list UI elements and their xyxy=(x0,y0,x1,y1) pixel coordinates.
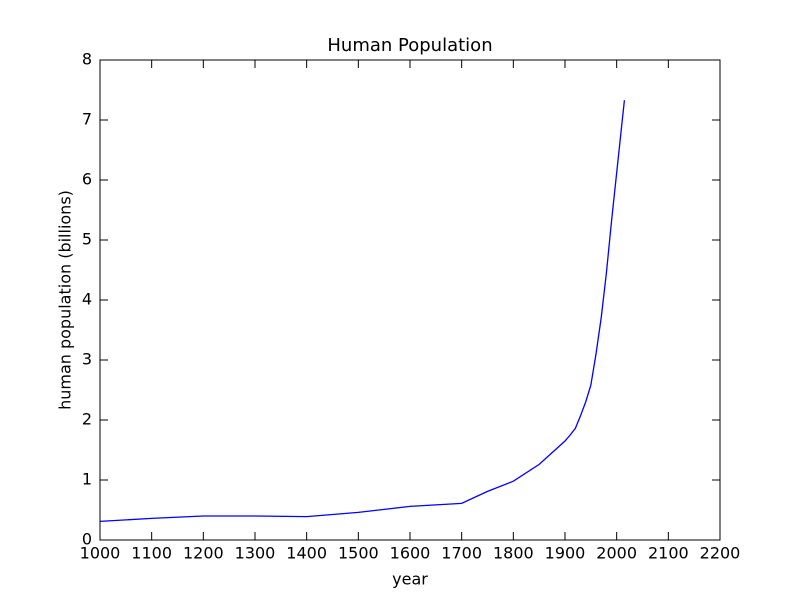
x-tick-label: 1600 xyxy=(390,544,431,563)
x-tick-label: 2100 xyxy=(648,544,689,563)
y-tick-label: 3 xyxy=(82,350,92,369)
y-tick-label: 5 xyxy=(82,230,92,249)
x-tick-label: 1000 xyxy=(80,544,121,563)
x-tick-label: 2200 xyxy=(700,544,741,563)
y-tick-label: 8 xyxy=(82,50,92,69)
x-tick-label: 1800 xyxy=(493,544,534,563)
x-axis-label: year xyxy=(392,570,428,589)
chart-title: Human Population xyxy=(327,35,492,56)
y-tick-label: 0 xyxy=(82,530,92,549)
x-tick-label: 2000 xyxy=(596,544,637,563)
y-tick-label: 4 xyxy=(82,290,92,309)
line-series xyxy=(99,100,626,523)
y-axis-label: human population (billions) xyxy=(56,190,75,410)
y-tick-label: 6 xyxy=(82,170,92,189)
x-tick-label: 1500 xyxy=(338,544,379,563)
y-tick-label: 7 xyxy=(82,110,92,129)
x-tick-label: 1700 xyxy=(441,544,482,563)
x-tick-label: 1300 xyxy=(235,544,276,563)
x-tick-label: 1100 xyxy=(131,544,172,563)
plot-frame xyxy=(99,59,721,541)
y-tick-label: 2 xyxy=(82,410,92,429)
x-tick-label: 1200 xyxy=(183,544,224,563)
x-tick-label: 1400 xyxy=(286,544,327,563)
x-tick-label: 1900 xyxy=(545,544,586,563)
y-tick-label: 1 xyxy=(82,470,92,489)
